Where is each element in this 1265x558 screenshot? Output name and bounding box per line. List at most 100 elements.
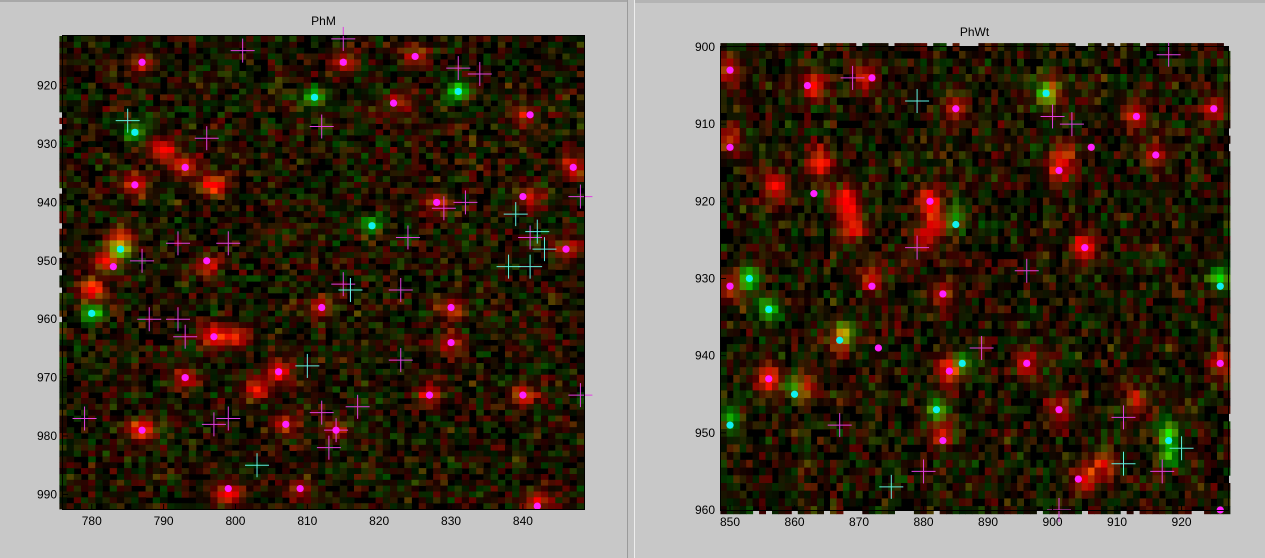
heatmap-cell [131, 228, 139, 235]
heatmap-cell [195, 147, 204, 154]
heatmap-cell [231, 386, 240, 393]
heatmap-cell [505, 228, 513, 235]
heatmap-cell [505, 182, 513, 189]
heatmap-cell [318, 281, 326, 288]
heatmap-cell [66, 228, 75, 235]
heatmap-cell [289, 415, 297, 422]
heatmap-cell [224, 135, 233, 142]
heatmap-cell [296, 199, 305, 206]
heatmap-cell [418, 182, 427, 189]
heatmap-cell [217, 182, 226, 189]
heatmap-cell [562, 351, 570, 358]
heatmap-cell [131, 187, 139, 194]
heatmap-cell [267, 158, 276, 165]
heatmap-cell [88, 152, 96, 159]
heatmap-cell [555, 444, 563, 451]
heatmap-cell [505, 176, 513, 183]
heatmap-cell [282, 187, 290, 194]
heatmap-cell [540, 462, 549, 469]
heatmap-cell [310, 141, 319, 148]
heatmap-cell [318, 82, 326, 89]
heatmap-cell [461, 456, 470, 463]
heatmap-cell [540, 100, 549, 107]
heatmap-cell [461, 246, 470, 253]
heatmap-cell [73, 479, 82, 486]
heatmap-cell [260, 333, 269, 340]
heatmap-cell [66, 316, 75, 323]
heatmap-cell [476, 246, 484, 253]
heatmap-cell [210, 351, 218, 358]
heatmap-cell [59, 474, 67, 481]
heatmap-cell [490, 53, 499, 60]
heatmap-cell [66, 217, 75, 224]
heatmap-cell [95, 36, 103, 43]
heatmap-cell [95, 403, 103, 411]
heatmap-cell [332, 298, 341, 305]
heatmap-cell [332, 228, 341, 235]
heatmap-cell [569, 374, 578, 381]
heatmap-cell [160, 427, 168, 434]
heatmap-cell [66, 88, 75, 95]
heatmap-cell [124, 433, 132, 440]
heatmap-cell [195, 403, 204, 411]
heatmap-cell [361, 409, 369, 416]
heatmap-cell [88, 129, 96, 136]
heatmap-cell [231, 380, 240, 387]
heatmap-cell [88, 427, 96, 434]
heatmap-cell [145, 438, 154, 446]
heatmap-cell [239, 491, 247, 498]
heatmap-cell [490, 468, 499, 475]
heatmap-cell [289, 170, 297, 177]
heatmap-cell [224, 187, 233, 194]
heatmap-cell [239, 106, 247, 113]
heatmap-cell [131, 199, 139, 206]
heatmap-cell [497, 36, 506, 43]
heatmap-cell [454, 246, 463, 253]
heatmap-cell [124, 275, 132, 282]
heatmap-cell [152, 263, 161, 270]
heatmap-cell [354, 152, 362, 159]
heatmap-cell [505, 240, 513, 247]
heatmap-cell [505, 193, 513, 200]
heatmap-cell [411, 59, 420, 66]
heatmap-cell [246, 298, 254, 305]
heatmap-cell [433, 415, 441, 422]
heatmap-cell [540, 287, 549, 294]
heatmap-cell [152, 374, 161, 381]
heatmap-cell [167, 123, 175, 130]
heatmap-cell [181, 287, 190, 294]
heatmap-cell [124, 65, 132, 72]
heatmap-cell [59, 386, 67, 393]
heatmap-cell [303, 176, 312, 183]
heatmap-cell [339, 257, 348, 265]
heatmap-cell [224, 211, 233, 218]
heatmap-cell [397, 240, 405, 247]
heatmap-cell [167, 263, 175, 270]
heatmap-cell [282, 269, 290, 276]
heatmap-cell [512, 438, 520, 446]
heatmap-cell [138, 474, 147, 481]
heatmap-cell [188, 147, 197, 154]
heatmap-cell [109, 368, 118, 376]
heatmap-cell [318, 392, 326, 399]
heatmap-cell [562, 398, 570, 405]
heatmap-cell [382, 444, 391, 451]
heatmap-cell [346, 182, 355, 189]
heatmap-cell [548, 252, 556, 259]
heatmap-cell [576, 421, 585, 428]
heatmap-cell [231, 357, 240, 364]
heatmap-cell [325, 76, 333, 84]
heatmap-cell [562, 409, 570, 416]
heatmap-cell [95, 374, 103, 381]
heatmap-cell [533, 164, 542, 171]
heatmap-cell [231, 123, 240, 130]
heatmap-cell [418, 147, 427, 154]
heatmap-cell [131, 479, 139, 486]
heatmap-cell [555, 450, 563, 457]
heatmap-cell [310, 398, 319, 405]
heatmap-cell [260, 199, 269, 206]
heatmap-cell [167, 333, 175, 340]
heatmap-cell [267, 392, 276, 399]
heatmap-cell [505, 129, 513, 136]
heatmap-cell [145, 176, 154, 183]
